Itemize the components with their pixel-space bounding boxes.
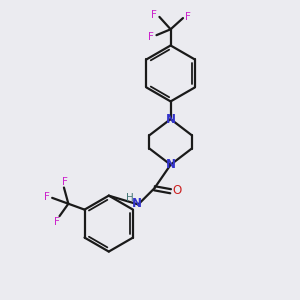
Text: F: F xyxy=(62,177,68,187)
Text: N: N xyxy=(132,197,142,210)
Text: F: F xyxy=(148,32,154,42)
Text: F: F xyxy=(44,192,50,202)
Text: N: N xyxy=(166,112,176,126)
Text: H: H xyxy=(125,193,133,203)
Text: N: N xyxy=(166,158,176,171)
Text: F: F xyxy=(151,11,157,20)
Text: O: O xyxy=(172,184,182,197)
Text: F: F xyxy=(54,217,59,227)
Text: F: F xyxy=(185,12,191,22)
